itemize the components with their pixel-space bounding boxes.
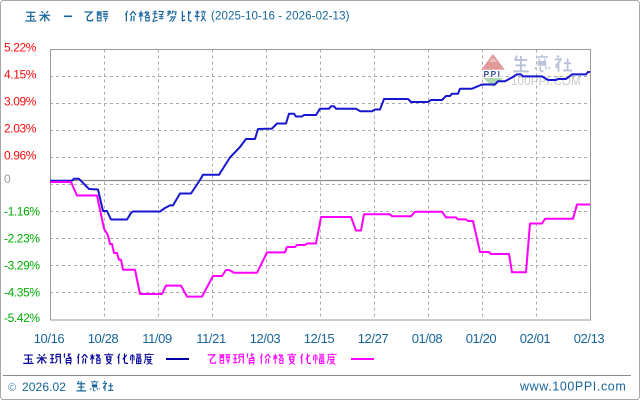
svg-text:4.15%: 4.15% bbox=[4, 68, 37, 82]
svg-text:01/08: 01/08 bbox=[412, 331, 443, 346]
svg-text:-1.16%: -1.16% bbox=[4, 205, 40, 219]
svg-text:3.09%: 3.09% bbox=[4, 95, 37, 109]
svg-text:(2025-10-16 - 2026-02-13): (2025-10-16 - 2026-02-13) bbox=[211, 11, 350, 23]
svg-text:-3.29%: -3.29% bbox=[4, 259, 40, 273]
svg-text:01/20: 01/20 bbox=[466, 331, 497, 346]
svg-text:-5.42%: -5.42% bbox=[4, 311, 40, 325]
svg-text:2.03%: 2.03% bbox=[4, 122, 37, 136]
svg-text:PPI: PPI bbox=[484, 69, 502, 79]
svg-text:-4.35%: -4.35% bbox=[4, 286, 40, 300]
svg-text:www.100PPI.com: www.100PPI.com bbox=[519, 379, 626, 393]
svg-text:11/09: 11/09 bbox=[142, 331, 172, 346]
svg-text:10/16: 10/16 bbox=[34, 331, 65, 346]
svg-text:2026.02: 2026.02 bbox=[22, 380, 66, 394]
svg-text:12/27: 12/27 bbox=[358, 331, 389, 346]
svg-text:0: 0 bbox=[4, 172, 11, 186]
svg-text:5.22%: 5.22% bbox=[4, 41, 37, 55]
svg-text:10/28: 10/28 bbox=[88, 331, 119, 346]
svg-text:02/01: 02/01 bbox=[520, 331, 551, 346]
svg-text:12/15: 12/15 bbox=[304, 331, 335, 346]
svg-text:11/21: 11/21 bbox=[196, 331, 226, 346]
svg-text:12/03: 12/03 bbox=[250, 331, 281, 346]
svg-text:©: © bbox=[8, 382, 16, 394]
svg-text:0.96%: 0.96% bbox=[4, 149, 37, 163]
svg-text:-2.23%: -2.23% bbox=[4, 232, 40, 246]
svg-text:02/13: 02/13 bbox=[574, 331, 605, 346]
